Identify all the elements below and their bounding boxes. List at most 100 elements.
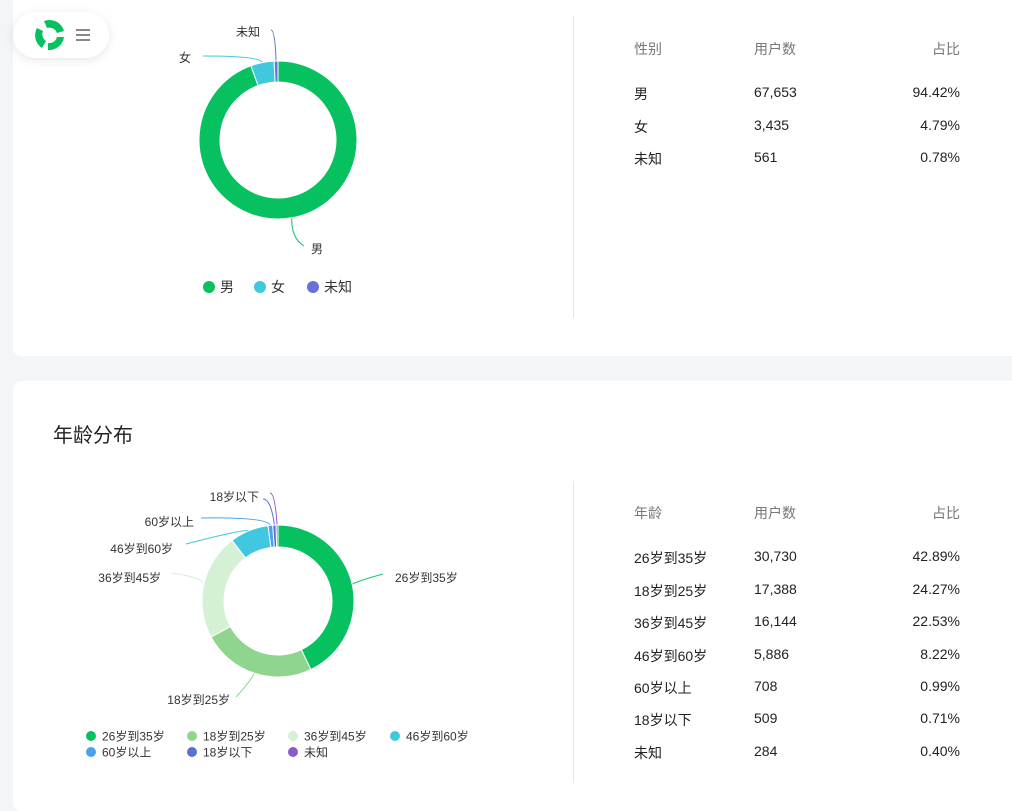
row-pct: 0.40% <box>920 743 960 759</box>
logo-icon <box>35 19 64 51</box>
row-users: 509 <box>754 710 778 726</box>
legend-label: 女 <box>271 279 285 295</box>
row-users: 5,886 <box>754 646 790 662</box>
table-row: 46岁到60岁 5,886 8.22% <box>634 646 960 666</box>
row-pct: 94.42% <box>912 84 960 100</box>
row-users: 17,388 <box>754 581 797 597</box>
table-row: 男 67,653 94.42% <box>634 84 960 104</box>
divider <box>573 16 574 318</box>
legend-marker <box>307 281 319 293</box>
slice-label-2: 女 <box>179 50 191 65</box>
age-card: 年龄分布 26岁到35岁 18岁到25岁 36岁到45岁 46岁到60岁 60岁以上 18… <box>13 381 1012 811</box>
leader-line-3 <box>171 572 205 585</box>
leader-line-5 <box>200 517 271 526</box>
leader-line-4 <box>185 530 250 545</box>
row-users: 16,144 <box>754 613 797 629</box>
legend-item-4[interactable]: 46岁到60岁 <box>390 728 469 743</box>
row-label: 女 <box>634 119 648 135</box>
row-label: 18岁到25岁 <box>634 583 708 599</box>
leader-line-2 <box>202 55 263 63</box>
legend-item-2[interactable]: 女 <box>254 279 285 295</box>
divider <box>573 481 574 783</box>
row-pct: 4.79% <box>920 117 960 133</box>
slice-label-6: 18岁以下 <box>210 489 259 504</box>
gender-header-users: 用户数 <box>754 41 796 57</box>
row-users: 67,653 <box>754 84 797 100</box>
table-row: 36岁到45岁 16,144 22.53% <box>634 613 960 633</box>
row-pct: 22.53% <box>912 613 960 629</box>
leader-line-3 <box>270 29 277 62</box>
table-row: 18岁到25岁 17,388 24.27% <box>634 581 960 601</box>
row-pct: 0.71% <box>920 710 960 726</box>
row-label: 46岁到60岁 <box>634 648 708 664</box>
donut-slice-3[interactable] <box>201 539 247 638</box>
age-header-users: 用户数 <box>754 505 796 521</box>
table-row: 60岁以上 708 0.99% <box>634 678 960 698</box>
row-label: 未知 <box>634 151 662 167</box>
row-pct: 8.22% <box>920 646 960 662</box>
row-label: 36岁到45岁 <box>634 615 708 631</box>
slice-label-4: 46岁到60岁 <box>110 541 173 556</box>
legend-marker <box>203 281 215 293</box>
table-row: 26岁到35岁 30,730 42.89% <box>634 548 960 568</box>
donut-slice-3[interactable] <box>273 60 279 83</box>
slice-labels: 26岁到35岁 18岁到25岁 36岁到45岁 46岁到60岁 60岁以上 18岁以下 <box>98 489 457 707</box>
row-users: 708 <box>754 678 778 694</box>
legend-label: 60岁以上 <box>102 744 151 759</box>
legend: 26岁到35岁 18岁到25岁 36岁到45岁 46岁到60岁 60岁以上 18岁以下 未知 <box>86 728 469 759</box>
donut-slice-2[interactable] <box>210 625 312 678</box>
legend-item-3[interactable]: 未知 <box>307 279 352 295</box>
legend-label: 未知 <box>324 279 352 295</box>
age-donut-chart: 26岁到35岁18岁到25岁36岁到45岁46岁到60岁60岁以上18岁以下26… <box>86 489 469 759</box>
row-label: 未知 <box>634 745 662 761</box>
leader-line-7 <box>269 492 278 526</box>
leader-line-6 <box>262 498 275 526</box>
row-users: 3,435 <box>754 117 790 133</box>
table-row: 未知 284 0.40% <box>634 743 960 763</box>
legend-item-5[interactable]: 60岁以上 <box>86 744 151 759</box>
legend-label: 26岁到35岁 <box>102 728 165 743</box>
legend-marker <box>288 731 298 741</box>
legend-marker <box>288 747 298 757</box>
slice-label-1: 26岁到35岁 <box>395 570 458 585</box>
donut-slice-1[interactable] <box>198 60 358 220</box>
table-row: 18岁以下 509 0.71% <box>634 710 960 730</box>
legend: 男 女 未知 <box>203 279 352 295</box>
slice-label-5: 60岁以上 <box>145 514 194 529</box>
gender-card: 男女未知男女未知 性别 用户数 占比 男 67,653 94.42% 女 3,4… <box>13 0 1012 356</box>
legend-item-3[interactable]: 36岁到45岁 <box>288 728 367 743</box>
leader-line-2 <box>235 673 255 698</box>
row-label: 18岁以下 <box>634 712 692 728</box>
row-pct: 24.27% <box>912 581 960 597</box>
slice-label-3: 未知 <box>236 25 260 39</box>
age-header-pct: 占比 <box>932 505 960 521</box>
legend-label: 未知 <box>304 745 328 759</box>
slice-label-2: 18岁到25岁 <box>167 692 230 707</box>
logo-menu-button[interactable] <box>13 12 109 58</box>
legend-label: 18岁到25岁 <box>203 728 266 743</box>
gender-donut-chart: 男女未知男女未知 <box>179 25 358 295</box>
section-title: 年龄分布 <box>53 425 133 447</box>
row-users: 284 <box>754 743 778 759</box>
legend-label: 36岁到45岁 <box>304 728 367 743</box>
legend-label: 男 <box>220 279 234 295</box>
legend-item-7[interactable]: 未知 <box>288 745 328 759</box>
leader-line-1 <box>351 573 384 585</box>
slice-label-1: 男 <box>311 242 323 256</box>
legend-item-6[interactable]: 18岁以下 <box>187 744 252 759</box>
legend-marker <box>86 731 96 741</box>
legend-item-2[interactable]: 18岁到25岁 <box>187 728 266 743</box>
legend-item-1[interactable]: 26岁到35岁 <box>86 728 165 743</box>
donut-slice-1[interactable] <box>277 524 355 671</box>
donut-slice-7[interactable] <box>275 524 279 548</box>
leader-line-1 <box>291 217 305 247</box>
table-row: 未知 561 0.78% <box>634 149 960 169</box>
row-pct: 0.78% <box>920 149 960 165</box>
table-row: 女 3,435 4.79% <box>634 117 960 137</box>
legend-marker <box>254 281 266 293</box>
row-label: 60岁以上 <box>634 680 692 696</box>
slice-label-3: 36岁到45岁 <box>98 570 161 585</box>
menu-icon[interactable] <box>76 29 90 41</box>
legend-item-1[interactable]: 男 <box>203 279 234 295</box>
gender-header-label: 性别 <box>634 41 662 57</box>
